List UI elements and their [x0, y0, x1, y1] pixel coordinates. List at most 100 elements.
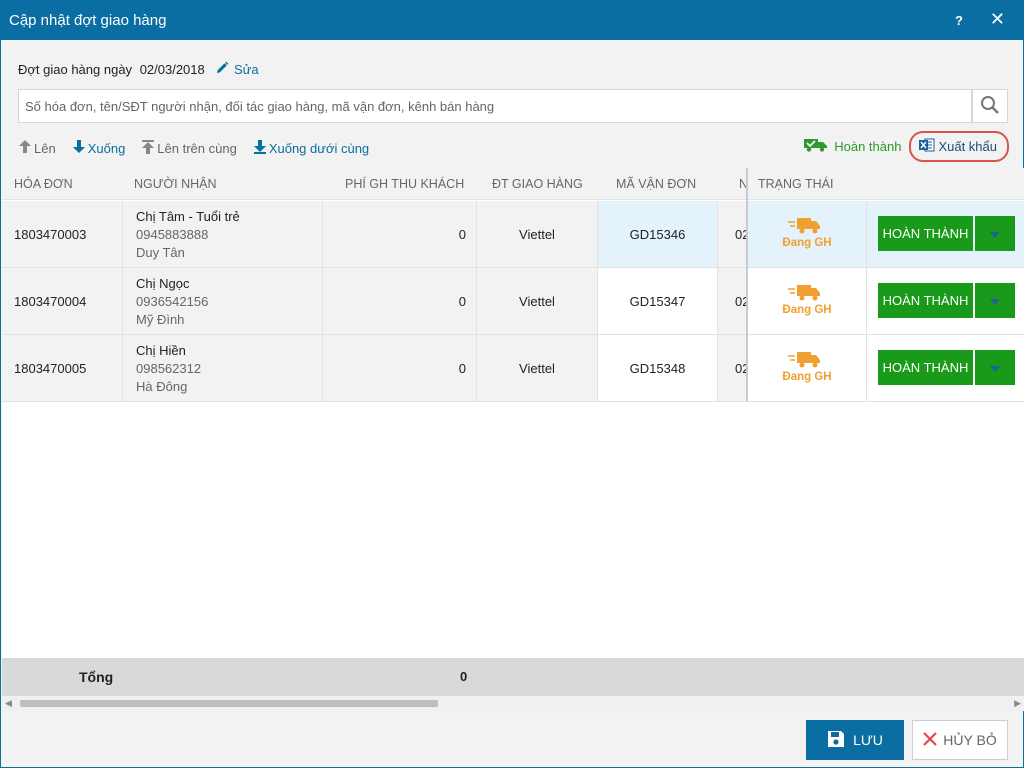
col-tracking[interactable]: MÃ VẬN ĐƠN	[616, 177, 697, 191]
invoice-number[interactable]: 1803470004	[14, 294, 87, 309]
move-down-button[interactable]: Xuống	[72, 140, 125, 156]
invoice-cell: 1803470005	[2, 335, 122, 401]
scrollbar-thumb[interactable]	[20, 700, 438, 707]
cancel-label: HỦY BỎ	[943, 732, 997, 748]
invoice-number[interactable]: 1803470003	[14, 227, 87, 242]
title-bar: Cập nhật đợt giao hàng ? ✕	[1, 1, 1023, 40]
action-toolbar: Hoàn thành Xuất khẩu	[804, 130, 1009, 162]
status-badge: Đang GH	[782, 371, 832, 383]
table-row[interactable]: 1803470003 Chị Tâm - Tuổi trẻ 0945883888…	[2, 201, 1024, 268]
scroll-left-icon[interactable]: ◀	[5, 698, 12, 708]
complete-button[interactable]: HOÀN THÀNH	[878, 350, 973, 385]
fee-value: 0	[458, 294, 466, 309]
recipient-name: Chị Tâm - Tuổi trẻ	[136, 209, 240, 224]
edit-label: Sửa	[234, 62, 259, 77]
action-cell: HOÀN THÀNH	[866, 335, 1024, 401]
partner-cell: Viettel	[476, 201, 597, 267]
fee-cell: 0	[322, 201, 476, 267]
invoice-cell: 1803470004	[2, 268, 122, 334]
complete-dropdown-button[interactable]	[975, 350, 1015, 385]
recipient-address: Hà Đông	[136, 379, 188, 394]
pencil-icon	[215, 61, 229, 78]
status-cell: Đang GH	[746, 201, 866, 267]
n-value: 02	[735, 227, 746, 242]
tracking-cell: GD15348	[597, 335, 717, 401]
delivery-grid: HÓA ĐƠN NGƯỜI NHẬN PHÍ GH THU KHÁCH ĐT G…	[2, 168, 1024, 658]
col-recipient[interactable]: NGƯỜI NHẬN	[134, 177, 217, 191]
complete-dropdown-button[interactable]	[975, 283, 1015, 318]
export-label: Xuất khẩu	[938, 138, 997, 154]
complete-button[interactable]: HOÀN THÀNH	[878, 216, 973, 251]
move-up-button[interactable]: Lên	[19, 140, 56, 156]
floppy-disk-icon	[827, 730, 845, 751]
col-n[interactable]: N	[739, 177, 749, 191]
recipient-cell: Chị Hiền 098562312 Hà Đông	[122, 335, 322, 401]
tracking-cell: GD15346	[597, 201, 717, 267]
truck-icon	[788, 284, 822, 305]
partner-cell: Viettel	[476, 268, 597, 334]
batch-label: Đợt giao hàng ngày	[18, 62, 133, 77]
truck-check-icon	[804, 138, 828, 155]
n-cell: 02	[717, 201, 746, 267]
col-partner[interactable]: ĐT GIAO HÀNG	[492, 177, 583, 191]
search-button[interactable]	[972, 89, 1008, 123]
complete-all-button[interactable]: Hoàn thành	[804, 138, 901, 155]
col-status[interactable]: TRẠNG THÁI	[758, 177, 834, 191]
n-value: 02	[735, 361, 746, 376]
caret-down-icon	[990, 226, 1000, 241]
search-bar	[18, 89, 1008, 123]
grid-footer: Tổng 0	[2, 658, 1024, 696]
save-label: LƯU	[853, 732, 883, 748]
truck-icon	[788, 351, 822, 372]
move-top-button[interactable]: Lên trên cùng	[142, 139, 237, 157]
n-value: 02	[735, 294, 746, 309]
n-cell: 02	[717, 268, 746, 334]
horizontal-scrollbar[interactable]: ◀ ▶	[2, 696, 1024, 711]
complete-button[interactable]: HOÀN THÀNH	[878, 283, 973, 318]
recipient-cell: Chị Tâm - Tuổi trẻ 0945883888 Duy Tân	[122, 201, 322, 267]
frozen-column-divider[interactable]	[746, 168, 748, 400]
partner-cell: Viettel	[476, 335, 597, 401]
partner-value: Viettel	[519, 294, 555, 309]
move-bottom-button[interactable]: Xuống dưới cùng	[253, 139, 369, 157]
tracking-cell: GD15347	[597, 268, 717, 334]
scroll-right-icon[interactable]: ▶	[1014, 698, 1021, 708]
recipient-cell: Chị Ngọc 0936542156 Mỹ Đình	[122, 268, 322, 334]
action-cell: HOÀN THÀNH	[866, 201, 1024, 267]
complete-dropdown-button[interactable]	[975, 216, 1015, 251]
arrow-top-icon	[142, 139, 155, 157]
help-button[interactable]: ?	[955, 13, 963, 28]
fee-value: 0	[458, 361, 466, 376]
export-button[interactable]: Xuất khẩu	[909, 130, 1009, 162]
batch-info: Đợt giao hàng ngày 02/03/2018	[18, 62, 205, 77]
total-fee: 0	[460, 669, 468, 684]
invoice-number[interactable]: 1803470005	[14, 361, 87, 376]
edit-link[interactable]: Sửa	[215, 61, 259, 78]
table-row[interactable]: 1803470005 Chị Hiền 098562312 Hà Đông 0 …	[2, 335, 1024, 402]
recipient-name: Chị Hiền	[136, 343, 186, 358]
arrow-up-icon	[19, 140, 31, 156]
cancel-button[interactable]: HỦY BỎ	[912, 720, 1008, 760]
caret-down-icon	[990, 360, 1000, 375]
tracking-value: GD15348	[629, 361, 686, 376]
status-cell: Đang GH	[746, 268, 866, 334]
col-fee[interactable]: PHÍ GH THU KHÁCH	[345, 177, 465, 191]
recipient-phone: 098562312	[136, 361, 202, 376]
close-button[interactable]: ✕	[989, 9, 1005, 29]
recipient-name: Chị Ngọc	[136, 276, 190, 291]
search-input[interactable]	[18, 89, 972, 123]
partner-value: Viettel	[519, 361, 555, 376]
recipient-address: Duy Tân	[136, 245, 185, 260]
table-row[interactable]: 1803470004 Chị Ngọc 0936542156 Mỹ Đình 0…	[2, 268, 1024, 335]
col-invoice[interactable]: HÓA ĐƠN	[14, 177, 73, 191]
save-button[interactable]: LƯU	[806, 720, 904, 760]
fee-cell: 0	[322, 268, 476, 334]
recipient-address: Mỹ Đình	[136, 312, 185, 327]
fee-value: 0	[458, 227, 466, 242]
total-label: Tổng	[79, 669, 114, 685]
status-badge: Đang GH	[782, 237, 832, 249]
truck-icon	[788, 217, 822, 238]
search-icon	[980, 95, 1000, 118]
arrow-bottom-icon	[253, 139, 266, 157]
